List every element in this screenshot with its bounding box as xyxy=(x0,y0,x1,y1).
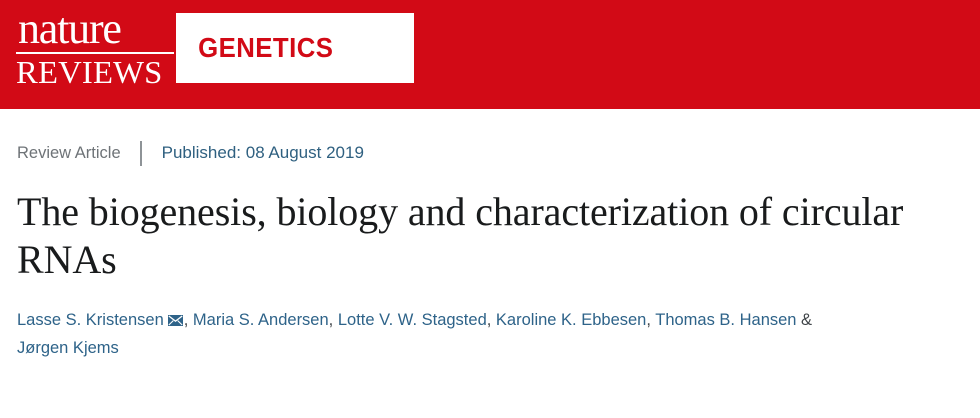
brand-wordmark-reviews: REVIEWS xyxy=(16,54,163,90)
nature-reviews-logo[interactable]: nature REVIEWS xyxy=(16,7,176,91)
author-link[interactable]: Lotte V. W. Stagsted xyxy=(337,311,487,329)
author-separator: & xyxy=(796,311,813,329)
author-link[interactable]: Lasse S. Kristensen xyxy=(17,311,164,329)
author-link[interactable]: Karoline K. Ebbesen xyxy=(495,311,647,329)
author-separator: , xyxy=(646,311,656,329)
author-separator: , xyxy=(486,311,496,329)
brand-wordmark-nature: nature xyxy=(18,4,122,53)
envelope-icon[interactable] xyxy=(167,315,183,326)
author-separator: , xyxy=(183,311,193,329)
masthead-banner: nature REVIEWS GENETICS xyxy=(0,0,980,109)
brand-divider-rule xyxy=(16,52,174,54)
journal-name-box[interactable]: GENETICS xyxy=(176,13,414,83)
author-link[interactable]: Thomas B. Hansen xyxy=(655,311,797,329)
author-link[interactable]: Maria S. Andersen xyxy=(192,311,329,329)
article-type-label: Review Article xyxy=(17,144,121,162)
page-title: The biogenesis, biology and characteriza… xyxy=(17,189,904,282)
author-link[interactable]: Jørgen Kjems xyxy=(17,339,119,357)
meta-divider xyxy=(139,140,142,166)
author-list: Lasse S. Kristensen, Maria S. Andersen, … xyxy=(17,306,897,362)
article-meta-row: Review Article Published: 08 August 2019 xyxy=(17,140,980,166)
journal-title-genetics: GENETICS xyxy=(198,32,334,63)
author-separator: , xyxy=(328,311,338,329)
published-date-label: Published: 08 August 2019 xyxy=(161,143,364,162)
